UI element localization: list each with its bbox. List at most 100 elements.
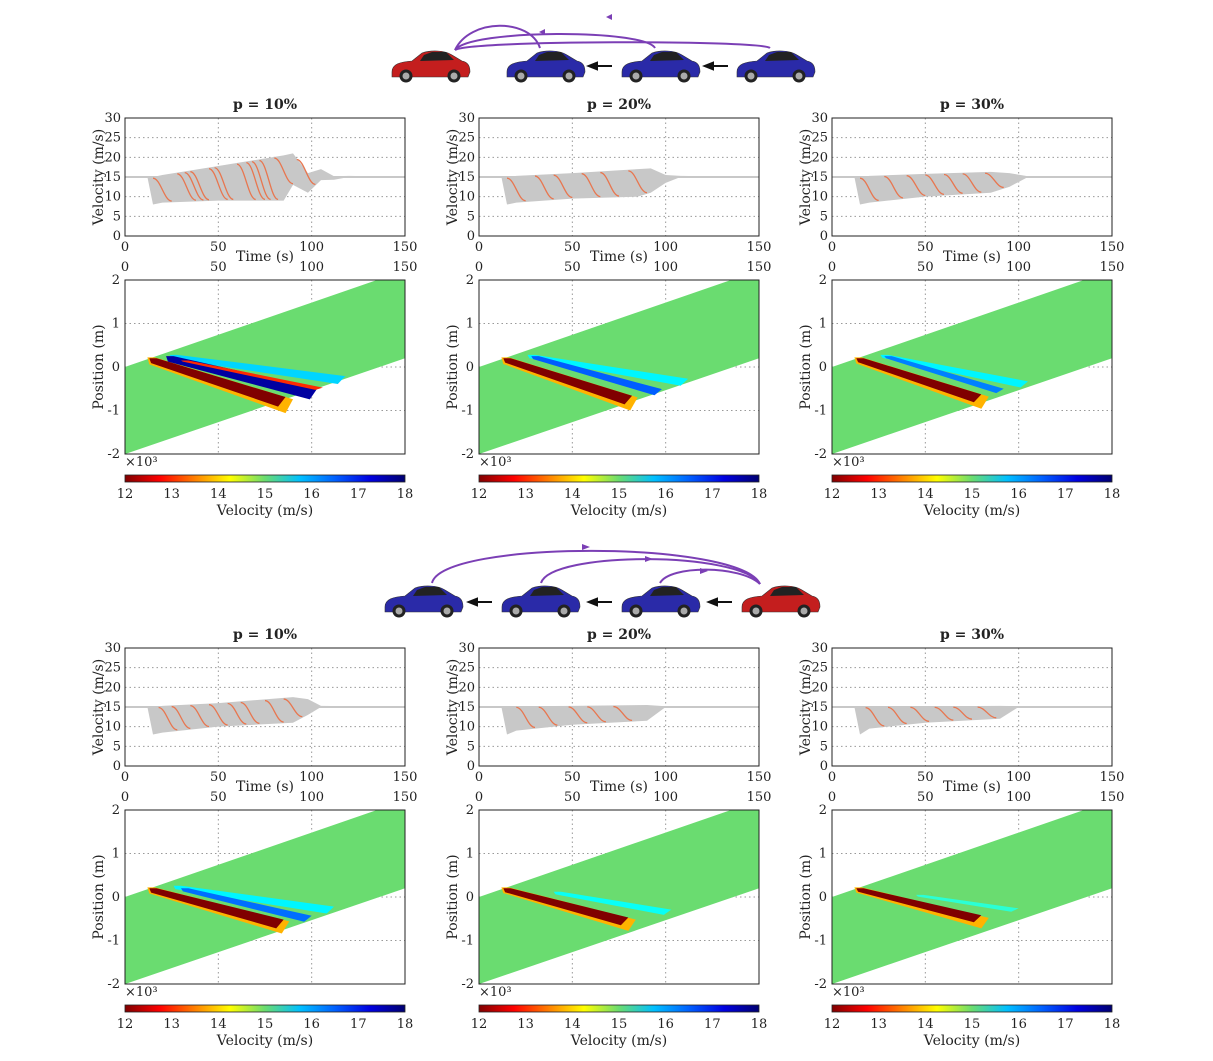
position-ytick-label: -1 [814, 404, 827, 419]
colorbar-tick-label: 18 [1104, 1017, 1121, 1032]
colorbar-tick-label: 13 [870, 1017, 887, 1032]
velocity-ytick-label: 20 [104, 150, 121, 165]
car-window [530, 587, 564, 596]
time-xtick-label: 50 [564, 770, 581, 785]
av-velocity-trace [943, 173, 963, 194]
velocity-ytick-label: 20 [458, 680, 475, 695]
velocity-axis-label: Velocity (m/s) [445, 659, 461, 756]
colorbar-tick-label: 16 [303, 487, 320, 502]
velocity-ytick-label: 0 [113, 759, 121, 774]
colorbar-label: Velocity (m/s) [570, 503, 667, 519]
position-ytick-label: -2 [107, 447, 120, 462]
velocity-ytick-label: 25 [811, 131, 828, 146]
colorbar-tick-label: 14 [917, 487, 934, 502]
heatmap-xtick-label: 50 [917, 260, 934, 275]
position-ytick-label: 2 [112, 273, 120, 288]
time-xtick-label: 100 [1006, 240, 1031, 255]
time-axis-label: Time (s) [590, 249, 648, 265]
velocity-wave-band [166, 356, 318, 400]
colorbar-tick-label: 15 [257, 487, 274, 502]
panel-title: p = 10% [233, 627, 297, 643]
heatmap-xtick-label: 150 [747, 260, 772, 275]
velocity-axes-box [831, 117, 1113, 237]
velocity-axes-box [478, 647, 760, 767]
velocity-wave-band [527, 354, 689, 386]
heatmap-xtick-label: 150 [747, 790, 772, 805]
time-xtick-label: 150 [1100, 240, 1125, 255]
time-xtick-label: 150 [1100, 770, 1125, 785]
velocity-ytick-label: 0 [467, 229, 475, 244]
av-velocity-trace [600, 171, 620, 197]
velocity-ytick-label: 30 [811, 641, 828, 656]
av-velocity-trace [240, 701, 260, 724]
position-ytick-label: -1 [461, 404, 474, 419]
velocity-wave-band [169, 354, 346, 384]
position-ytick-label: -2 [107, 977, 120, 992]
position-axis-label: Position (m) [91, 854, 107, 939]
time-xtick-label: 50 [210, 770, 227, 785]
heatmap-axes-box [124, 809, 406, 985]
av-velocity-trace [283, 698, 303, 718]
colorbar-tick-label: 16 [303, 1017, 320, 1032]
heatmap-xtick-label: 0 [121, 260, 129, 275]
velocity-ytick-label: 25 [104, 661, 121, 676]
velocity-wave-band [181, 360, 323, 390]
velocity-ytick-label: 0 [820, 759, 828, 774]
colorbar-tick-label: 13 [163, 487, 180, 502]
heatmap-xtick-label: 150 [1100, 790, 1125, 805]
velocity-ytick-label: 15 [811, 170, 828, 185]
velocity-axes-box [124, 117, 406, 237]
arc-arrowhead [539, 29, 545, 35]
colorbar-tick-label: 12 [117, 1017, 134, 1032]
car-window [535, 52, 569, 61]
colorbar-tick-label: 18 [397, 487, 414, 502]
velocity-ytick-label: 20 [458, 150, 475, 165]
av-velocity-trace [581, 173, 601, 198]
colorbar-tick-label: 12 [117, 487, 134, 502]
hv-car [621, 50, 701, 83]
heatmap-xtick-label: 150 [393, 790, 418, 805]
hv-velocity-envelope [479, 705, 759, 735]
rim [632, 607, 640, 615]
rim [512, 607, 520, 615]
av-velocity-trace [259, 159, 279, 201]
car-window [420, 52, 454, 61]
panel-4 [124, 647, 406, 1013]
velocity-wave-band [553, 891, 672, 915]
time-xtick-label: 150 [747, 770, 772, 785]
time-xtick-label: 0 [475, 770, 483, 785]
heatmap-axes-box [478, 279, 760, 455]
heatmap-xtick-label: 100 [653, 260, 678, 275]
heatmap-xtick-label: 100 [653, 790, 678, 805]
colorbar [478, 1004, 760, 1013]
heatmap-xtick-label: 0 [475, 790, 483, 805]
velocity-ytick-label: 5 [113, 739, 121, 754]
car-window [770, 587, 804, 596]
position-ytick-label: -2 [814, 977, 827, 992]
colorbar [124, 1004, 406, 1013]
velocity-ytick-label: 10 [458, 720, 475, 735]
velocity-axes-box [478, 117, 760, 237]
av-velocity-trace [910, 706, 930, 723]
velocity-wave-band [531, 356, 662, 396]
position-multiplier: ×10³ [125, 455, 158, 470]
time-axis-label: Time (s) [236, 779, 294, 795]
velocity-ytick-label: 20 [811, 150, 828, 165]
time-xtick-label: 100 [299, 770, 324, 785]
position-ytick-label: -2 [461, 977, 474, 992]
velocity-axes-box [124, 647, 406, 767]
position-ytick-label: -1 [461, 934, 474, 949]
car-window [413, 587, 447, 596]
position-multiplier: ×10³ [479, 455, 512, 470]
position-ytick-label: 1 [112, 847, 120, 862]
av-velocity-trace [613, 705, 633, 722]
colorbar-tick-label: 17 [1057, 1017, 1074, 1032]
velocity-ytick-label: 0 [467, 759, 475, 774]
av-velocity-trace [934, 706, 954, 721]
heatmap-axes-box [831, 279, 1113, 455]
velocity-ytick-label: 30 [811, 111, 828, 126]
rim [560, 607, 568, 615]
colorbar-tick-label: 12 [471, 487, 488, 502]
velocity-wave-band [856, 358, 982, 403]
av-velocity-trace [953, 706, 973, 720]
